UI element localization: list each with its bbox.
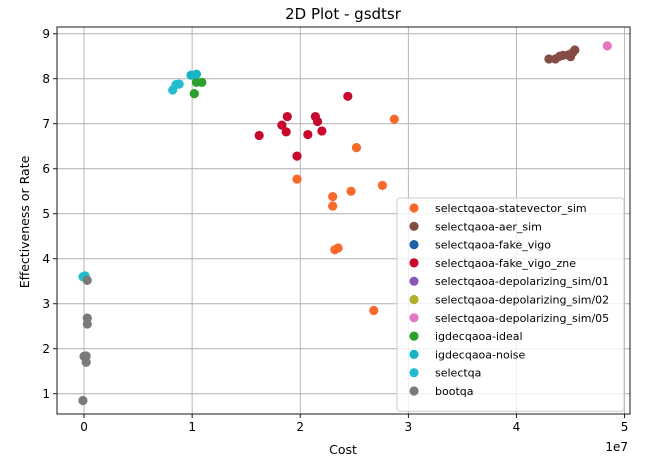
data-point xyxy=(78,395,88,406)
y-tick-label: 4 xyxy=(42,252,50,266)
x-axis-multiplier: 1e7 xyxy=(605,440,628,454)
data-point xyxy=(254,130,264,141)
x-tick-label: 0 xyxy=(80,420,88,434)
data-point xyxy=(544,54,554,64)
y-tick-label: 9 xyxy=(42,27,50,41)
x-tick-label: 3 xyxy=(405,420,413,434)
y-tick-label: 3 xyxy=(42,297,50,311)
legend-marker xyxy=(409,294,419,305)
data-point xyxy=(328,192,338,202)
data-point xyxy=(281,127,291,137)
data-point xyxy=(346,186,356,196)
data-point xyxy=(317,126,327,136)
data-point xyxy=(351,143,362,153)
legend-marker xyxy=(409,331,419,341)
data-point xyxy=(81,351,91,361)
data-point xyxy=(333,243,343,253)
data-point xyxy=(303,129,313,140)
data-point xyxy=(197,77,207,87)
data-point xyxy=(312,116,323,127)
legend-marker xyxy=(409,386,419,396)
legend-label: bootqa xyxy=(435,385,473,398)
legend-label: selectqaoa-aer_sim xyxy=(435,220,542,233)
y-tick-label: 1 xyxy=(42,387,50,401)
legend-marker xyxy=(409,276,419,286)
data-point xyxy=(277,120,287,130)
data-point xyxy=(174,79,184,89)
legend-label: selectqaoa-fake_vigo xyxy=(435,239,551,252)
data-point xyxy=(191,69,202,79)
y-tick-label: 8 xyxy=(42,72,50,86)
legend-marker xyxy=(409,313,419,323)
y-tick-label: 2 xyxy=(42,342,50,356)
legend-marker xyxy=(409,258,419,268)
legend: selectqaoa-statevector_sim selectqaoa-aer… xyxy=(396,197,625,412)
x-tick-label: 2 xyxy=(296,420,304,434)
data-point xyxy=(82,275,92,285)
axis-ticks: 0 1 2 3 4 5 1 2 3 4 5 6 7 8 9 xyxy=(42,27,628,434)
legend-label: selectqaoa-depolarizing_sim/02 xyxy=(435,294,609,307)
legend-box xyxy=(396,197,625,412)
data-point xyxy=(602,41,612,51)
legend-marker xyxy=(409,203,419,213)
legend-label: selectqa xyxy=(435,367,481,380)
data-point xyxy=(292,151,302,161)
legend-marker xyxy=(409,349,419,359)
plot-frame xyxy=(56,26,631,415)
legend-marker xyxy=(409,240,419,250)
data-point xyxy=(282,111,292,122)
x-tick-label: 4 xyxy=(513,420,521,434)
data-point xyxy=(189,89,199,99)
data-points xyxy=(78,41,612,406)
legend-label: selectqaoa-statevector_sim xyxy=(435,202,587,215)
x-tick-label: 5 xyxy=(621,420,629,434)
legend-label: igdecqaoa-noise xyxy=(435,348,525,361)
data-point xyxy=(292,174,302,184)
legend-label: selectqaoa-depolarizing_sim/01 xyxy=(435,275,609,288)
legend-label: igdecqaoa-ideal xyxy=(435,330,523,343)
data-point xyxy=(82,319,92,329)
y-tick-label: 5 xyxy=(42,207,50,221)
chart-title: 2D Plot - gsdtsr xyxy=(285,5,402,23)
y-tick-label: 6 xyxy=(42,162,50,176)
legend-marker xyxy=(409,368,419,378)
data-point xyxy=(389,114,399,124)
data-point xyxy=(343,91,353,101)
x-axis-label: Cost xyxy=(329,442,357,457)
legend-marker xyxy=(409,221,419,231)
legend-label: selectqaoa-depolarizing_sim/05 xyxy=(435,312,609,325)
y-tick-label: 7 xyxy=(42,117,50,131)
data-point xyxy=(369,305,379,316)
x-tick-label: 1 xyxy=(188,420,196,434)
data-point xyxy=(570,45,580,55)
legend-label: selectqaoa-fake_vigo_zne xyxy=(435,257,576,270)
data-point xyxy=(377,180,388,190)
y-axis-label: Effectiveness or Rate xyxy=(17,155,32,288)
data-point xyxy=(328,201,338,211)
data-point xyxy=(81,357,91,367)
